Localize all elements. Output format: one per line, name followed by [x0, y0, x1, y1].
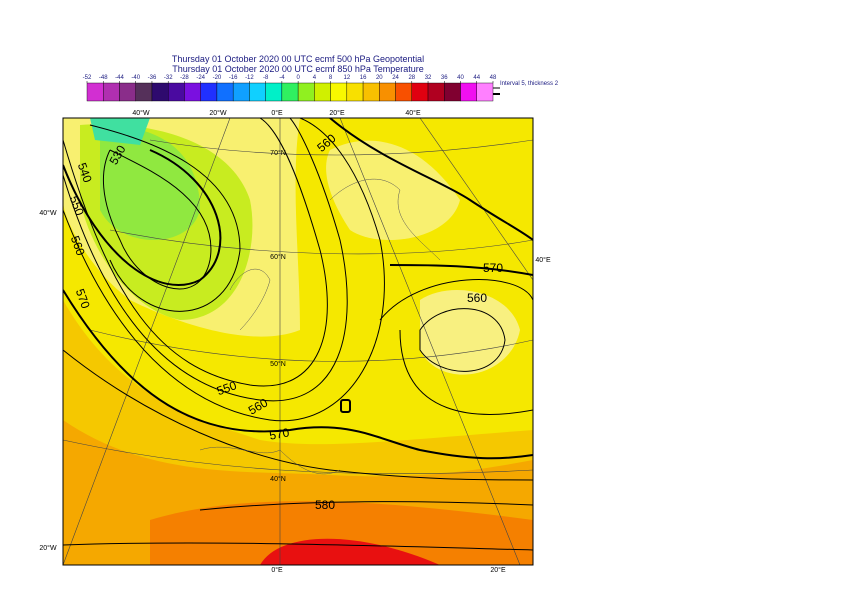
colorbar-tick-label: -44 — [115, 75, 124, 81]
longitude-label: 20°W — [209, 109, 227, 117]
colorbar-tick-label: -16 — [229, 75, 238, 81]
contour-value: 570 — [483, 261, 503, 275]
colorbar-tick-label: 48 — [490, 75, 497, 81]
contour-label: 550 — [215, 378, 239, 398]
title-line: Thursday 01 October 2020 00 UTC ecmf 850… — [172, 64, 423, 74]
contour-label: 580 — [315, 498, 335, 512]
colorbar-swatch — [346, 82, 364, 102]
longitude-label: 40°W — [132, 109, 150, 117]
longitude-label: 20°E — [490, 566, 506, 574]
colorbar-tick-label: -12 — [245, 75, 254, 81]
colorbar-swatch — [216, 82, 234, 102]
colorbar-tick-label: -4 — [279, 75, 285, 81]
colorbar-swatch — [249, 82, 266, 102]
longitude-label: 0°E — [271, 109, 283, 117]
colorbar-swatch — [86, 82, 104, 102]
longitude-label: 40°E — [535, 256, 551, 264]
contour-label: 570 — [483, 261, 503, 275]
contour-value: 560 — [467, 291, 487, 305]
colorbar-tick-label: 36 — [441, 75, 448, 81]
colorbar-tick-label: 28 — [408, 75, 415, 81]
contour-label: 560 — [68, 234, 88, 258]
colorbar-swatch — [103, 82, 120, 102]
colorbar-tick-label: -40 — [131, 75, 140, 81]
colorbar-swatch — [330, 82, 348, 102]
colorbar-tick-label: -52 — [83, 75, 92, 81]
colorbar-swatch — [395, 82, 412, 102]
contour-value: 570 — [268, 425, 290, 442]
colorbar-swatch — [460, 82, 477, 102]
contour-value: 550 — [67, 194, 87, 218]
colorbar-swatch — [167, 82, 185, 102]
latitude-label: 50°N — [270, 360, 286, 368]
map-frame — [62, 117, 534, 566]
colorbar-tick-label: 40 — [457, 75, 464, 81]
colorbar-swatch — [427, 82, 445, 102]
contour-value: 560 — [68, 234, 88, 258]
colorbar-tick-label: 16 — [360, 75, 367, 81]
colorbar-swatch — [297, 82, 315, 102]
colorbar-tick-label: -32 — [164, 75, 173, 81]
contour-label: 560 — [467, 291, 487, 305]
contour-label: 570 — [73, 287, 93, 311]
contour-value: 540 — [75, 161, 95, 185]
colorbar-swatch — [281, 82, 299, 102]
title-line: Thursday 01 October 2020 00 UTC ecmf 500… — [172, 54, 424, 64]
colorbar-swatch — [362, 82, 380, 102]
colorbar-swatch — [200, 82, 218, 102]
longitude-label: 20°W — [39, 544, 57, 552]
contour-value: 580 — [315, 498, 335, 512]
colorbar-swatch — [314, 82, 331, 102]
colorbar-swatch — [184, 82, 201, 102]
colorbar-tick-label: 4 — [313, 75, 317, 81]
colorbar-tick-label: 0 — [296, 75, 300, 81]
colorbar-swatch — [411, 82, 429, 102]
colorbar-tick-label: -48 — [99, 75, 108, 81]
contour-value: 570 — [73, 287, 93, 311]
contour-label: 550 — [67, 194, 87, 218]
graticule-labels: 40°W 20°W 0°E 20°E 40°E 40°W 20°W 40°E 0°E 20°E 70… — [39, 109, 551, 574]
longitude-label: 0°E — [271, 566, 283, 574]
longitude-label: 20°E — [329, 109, 345, 117]
contour-label: 570 — [268, 425, 290, 442]
colorbar-note: Interval 5, thickness 2 — [500, 81, 559, 87]
longitude-label: 40°W — [39, 209, 57, 217]
colorbar-tick-label: 12 — [343, 75, 350, 81]
colorbar-swatch — [151, 82, 169, 102]
colorbar-tick-label: 32 — [425, 75, 432, 81]
colorbar-tick-label: -36 — [148, 75, 157, 81]
contour-label: 540 — [75, 161, 95, 185]
colorbar-swatch — [232, 82, 250, 102]
latitude-label: 60°N — [270, 253, 286, 261]
colorbar-tick-label: 20 — [376, 75, 383, 81]
colorbar-swatch — [476, 82, 494, 102]
colorbar-swatch — [119, 82, 136, 102]
colorbar-tick-label: -24 — [196, 75, 205, 81]
colorbar-swatch — [135, 82, 153, 102]
colorbar: -52 -48 -44 -40 -36 -32 -28 -24 -20 -16 -12 -8 -4 0 4 8… — [83, 75, 500, 102]
latitude-label: 40°N — [270, 475, 286, 483]
colorbar-tick-label: 8 — [329, 75, 333, 81]
latitude-label: 70°N — [270, 149, 286, 157]
map — [63, 118, 533, 565]
colorbar-tick-label: -8 — [263, 75, 269, 81]
colorbar-tick-label: 44 — [473, 75, 480, 81]
contour-value: 550 — [215, 378, 239, 398]
colorbar-tick-label: -20 — [213, 75, 222, 81]
colorbar-swatch — [444, 82, 461, 102]
colorbar-swatch — [379, 82, 396, 102]
longitude-label: 40°E — [405, 109, 421, 117]
colorbar-tick-label: -28 — [180, 75, 189, 81]
colorbar-swatch — [265, 82, 283, 102]
colorbar-tick-label: 24 — [392, 75, 399, 81]
